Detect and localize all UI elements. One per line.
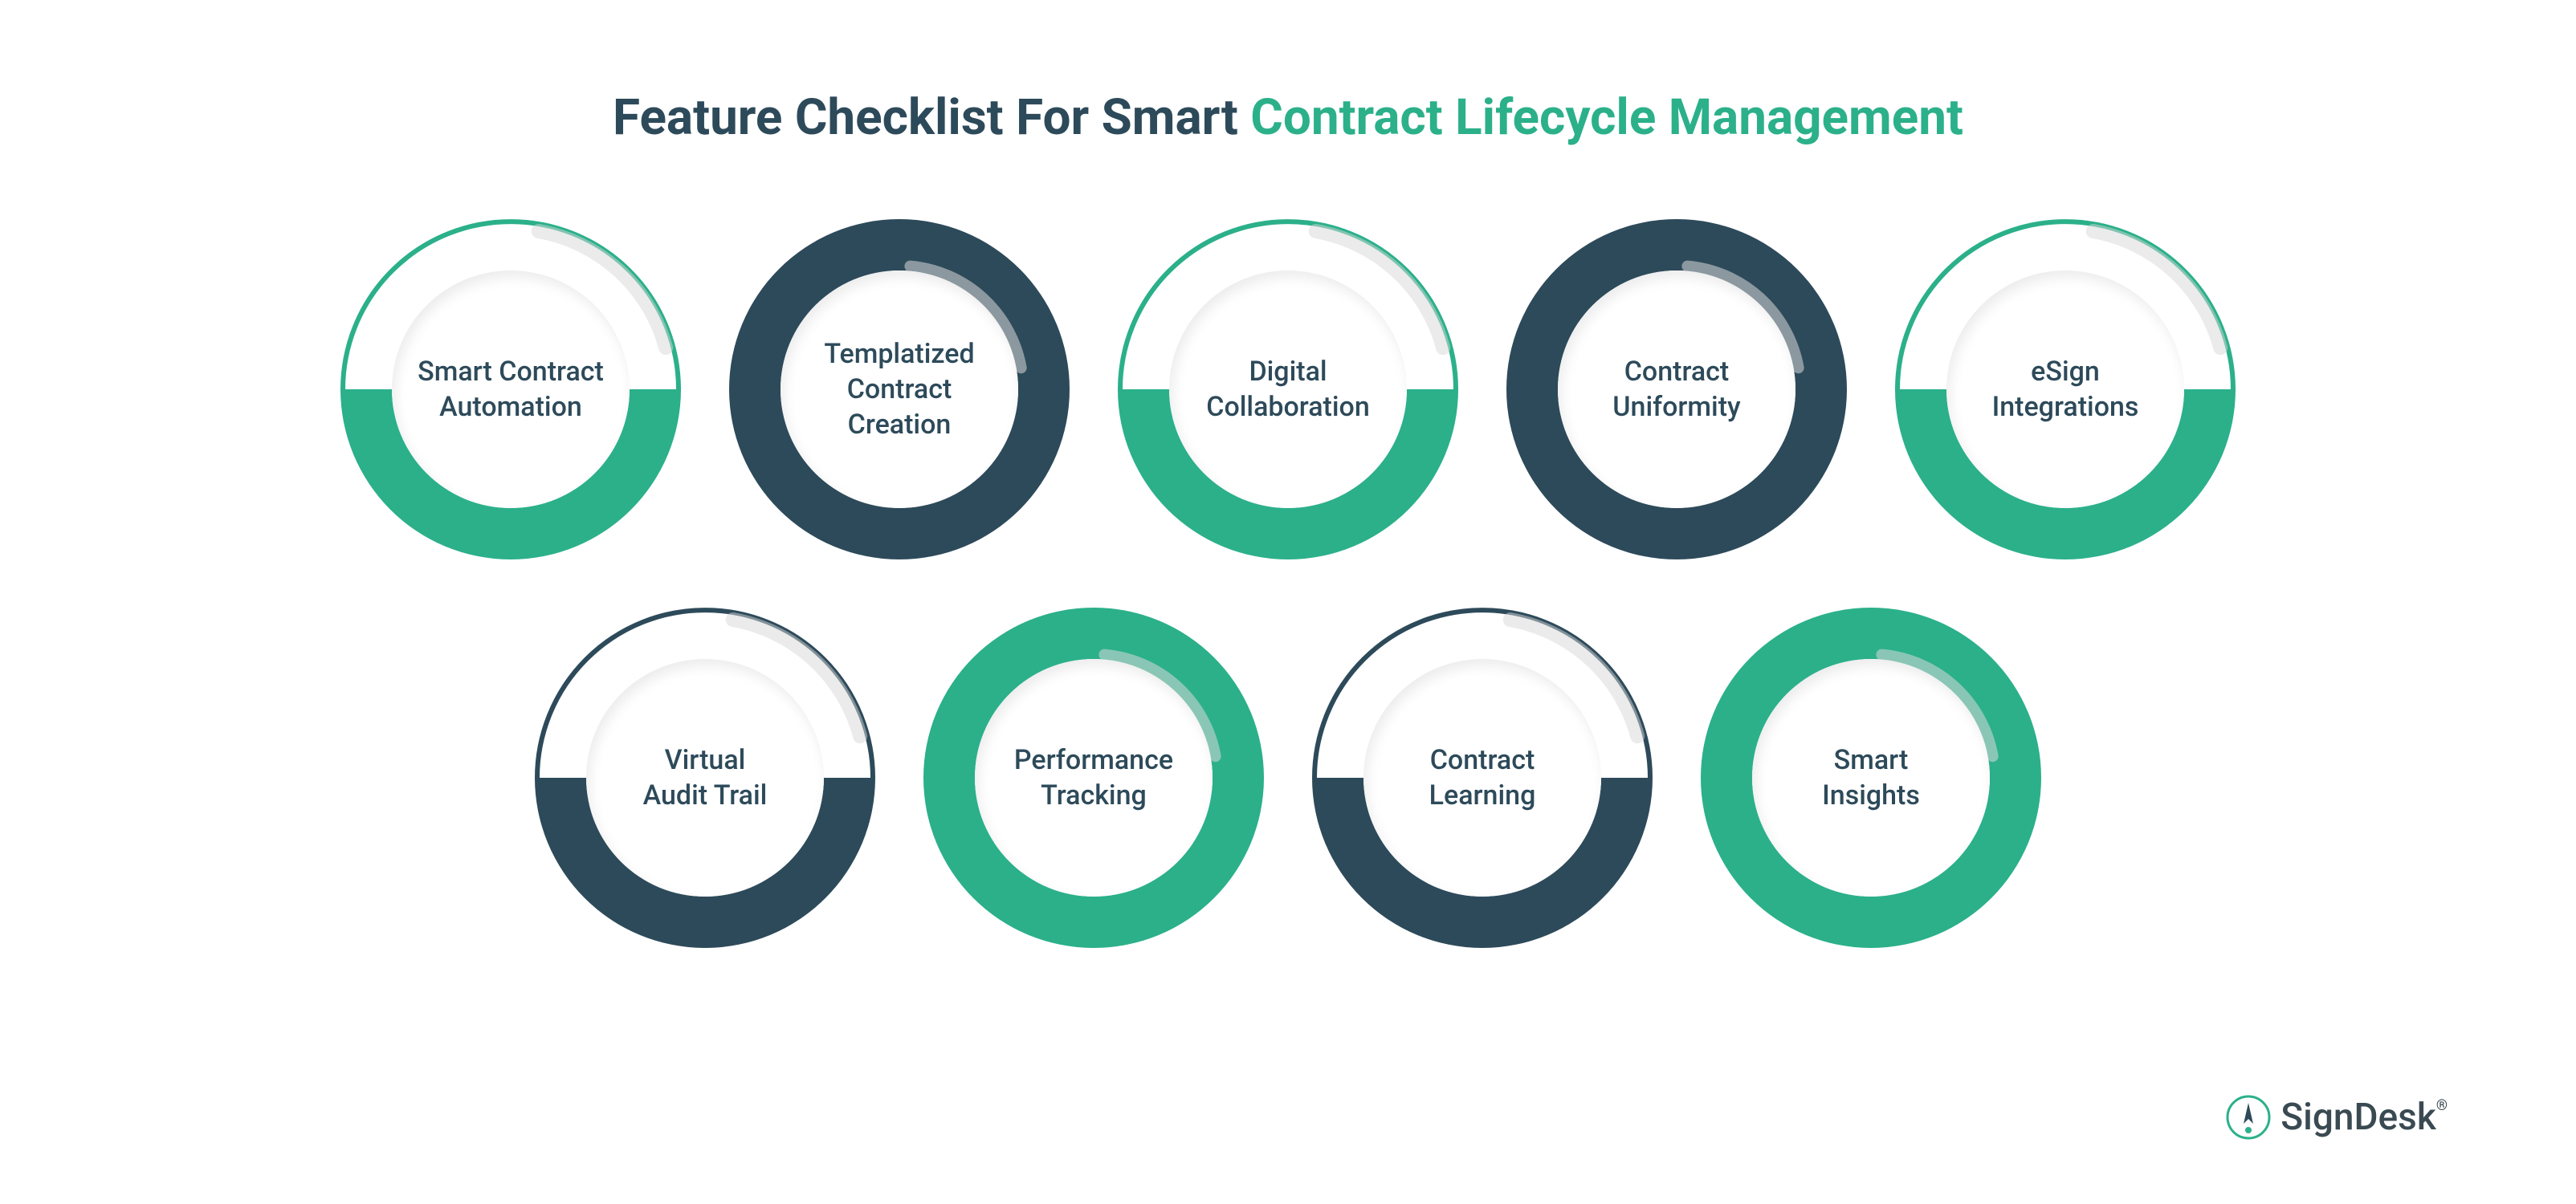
feature-circle: Contract Learning — [1312, 608, 1653, 948]
feature-circle: Digital Collaboration — [1118, 219, 1458, 559]
feature-label: eSign Integrations — [1992, 354, 2139, 425]
title-part1: Feature Checklist For Smart — [613, 88, 1250, 147]
feature-circle: Performance Tracking — [923, 608, 1264, 948]
feature-circle: Contract Uniformity — [1506, 219, 1847, 559]
feature-circle: Smart Insights — [1701, 608, 2041, 948]
feature-circle: Templatized Contract Creation — [729, 219, 1070, 559]
feature-inner-disc: Templatized Contract Creation — [781, 270, 1018, 508]
page-title: Feature Checklist For Smart Contract Lif… — [613, 88, 1963, 147]
feature-inner-disc: Performance Tracking — [975, 659, 1213, 897]
feature-label: Smart Insights — [1822, 742, 1920, 813]
feature-inner-disc: Contract Uniformity — [1558, 270, 1795, 508]
feature-inner-disc: Smart Contract Automation — [392, 270, 630, 508]
feature-label: Templatized Contract Creation — [805, 336, 994, 443]
feature-inner-disc: Virtual Audit Trail — [586, 659, 824, 897]
feature-label: Smart Contract Automation — [418, 354, 604, 425]
brand-logo: SignDesk® — [2226, 1095, 2448, 1140]
feature-label: Contract Uniformity — [1612, 354, 1740, 425]
feature-inner-disc: Contract Learning — [1363, 659, 1601, 897]
feature-circle: Smart Contract Automation — [340, 219, 681, 559]
feature-label: Digital Collaboration — [1206, 354, 1370, 425]
feature-row: Smart Contract Automation Templatized Con… — [340, 219, 2236, 559]
feature-label: Performance Tracking — [1014, 742, 1173, 813]
signdesk-icon — [2226, 1095, 2271, 1140]
feature-row: Virtual Audit Trail Performance Tracking C… — [535, 608, 2041, 948]
feature-label: Contract Learning — [1429, 742, 1536, 813]
feature-inner-disc: Digital Collaboration — [1169, 270, 1407, 508]
infographic-container: Feature Checklist For Smart Contract Lif… — [0, 0, 2576, 1204]
feature-label: Virtual Audit Trail — [643, 742, 768, 813]
title-part2: Contract Lifecycle Management — [1250, 88, 1963, 147]
feature-rows: Smart Contract Automation Templatized Con… — [340, 219, 2236, 948]
feature-circle: Virtual Audit Trail — [535, 608, 875, 948]
feature-inner-disc: eSign Integrations — [1946, 270, 2184, 508]
logo-text: SignDesk® — [2280, 1096, 2448, 1139]
feature-circle: eSign Integrations — [1895, 219, 2236, 559]
feature-inner-disc: Smart Insights — [1752, 659, 1990, 897]
